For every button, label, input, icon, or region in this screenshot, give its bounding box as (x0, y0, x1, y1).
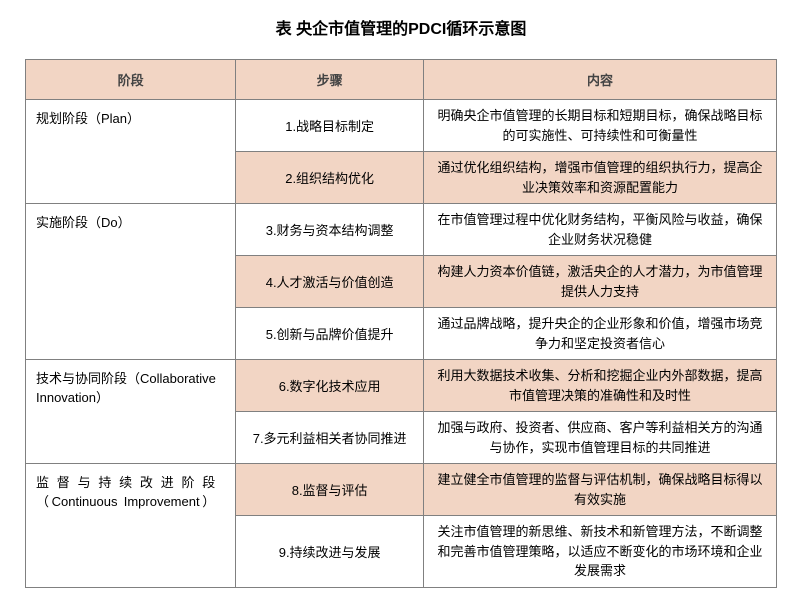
step-cell: 8.监督与评估 (236, 464, 424, 516)
table-row: 监督与持续改进阶段（Continuous Improvement）8.监督与评估… (26, 464, 777, 516)
table-row: 规划阶段（Plan）1.战略目标制定明确央企市值管理的长期目标和短期目标，确保战… (26, 100, 777, 152)
content-cell: 利用大数据技术收集、分析和挖掘企业内外部数据，提高市值管理决策的准确性和及时性 (424, 360, 777, 412)
header-content: 内容 (424, 60, 777, 100)
step-cell: 2.组织结构优化 (236, 152, 424, 204)
step-cell: 3.财务与资本结构调整 (236, 204, 424, 256)
content-cell: 构建人力资本价值链，激活央企的人才潜力，为市值管理提供人力支持 (424, 256, 777, 308)
pdci-table: 阶段 步骤 内容 规划阶段（Plan）1.战略目标制定明确央企市值管理的长期目标… (25, 59, 777, 588)
step-cell: 9.持续改进与发展 (236, 516, 424, 588)
content-cell: 明确央企市值管理的长期目标和短期目标，确保战略目标的可实施性、可持续性和可衡量性 (424, 100, 777, 152)
header-stage: 阶段 (26, 60, 236, 100)
step-cell: 1.战略目标制定 (236, 100, 424, 152)
table-row: 实施阶段（Do）3.财务与资本结构调整在市值管理过程中优化财务结构，平衡风险与收… (26, 204, 777, 256)
stage-cell: 技术与协同阶段（Collaborative Innovation） (26, 360, 236, 464)
content-cell: 关注市值管理的新思维、新技术和新管理方法，不断调整和完善市值管理策略，以适应不断… (424, 516, 777, 588)
content-cell: 建立健全市值管理的监督与评估机制，确保战略目标得以有效实施 (424, 464, 777, 516)
stage-cell: 实施阶段（Do） (26, 204, 236, 360)
step-cell: 7.多元利益相关者协同推进 (236, 412, 424, 464)
content-cell: 在市值管理过程中优化财务结构，平衡风险与收益，确保企业财务状况稳健 (424, 204, 777, 256)
stage-cell: 监督与持续改进阶段（Continuous Improvement） (26, 464, 236, 588)
step-cell: 4.人才激活与价值创造 (236, 256, 424, 308)
step-cell: 5.创新与品牌价值提升 (236, 308, 424, 360)
header-row: 阶段 步骤 内容 (26, 60, 777, 100)
table-body: 规划阶段（Plan）1.战略目标制定明确央企市值管理的长期目标和短期目标，确保战… (26, 100, 777, 588)
content-cell: 通过品牌战略，提升央企的企业形象和价值，增强市场竞争力和坚定投资者信心 (424, 308, 777, 360)
table-title: 表 央企市值管理的PDCI循环示意图 (25, 15, 777, 39)
step-cell: 6.数字化技术应用 (236, 360, 424, 412)
content-cell: 加强与政府、投资者、供应商、客户等利益相关方的沟通与协作，实现市值管理目标的共同… (424, 412, 777, 464)
stage-cell: 规划阶段（Plan） (26, 100, 236, 204)
header-step: 步骤 (236, 60, 424, 100)
table-row: 技术与协同阶段（Collaborative Innovation）6.数字化技术… (26, 360, 777, 412)
content-cell: 通过优化组织结构，增强市值管理的组织执行力，提高企业决策效率和资源配置能力 (424, 152, 777, 204)
